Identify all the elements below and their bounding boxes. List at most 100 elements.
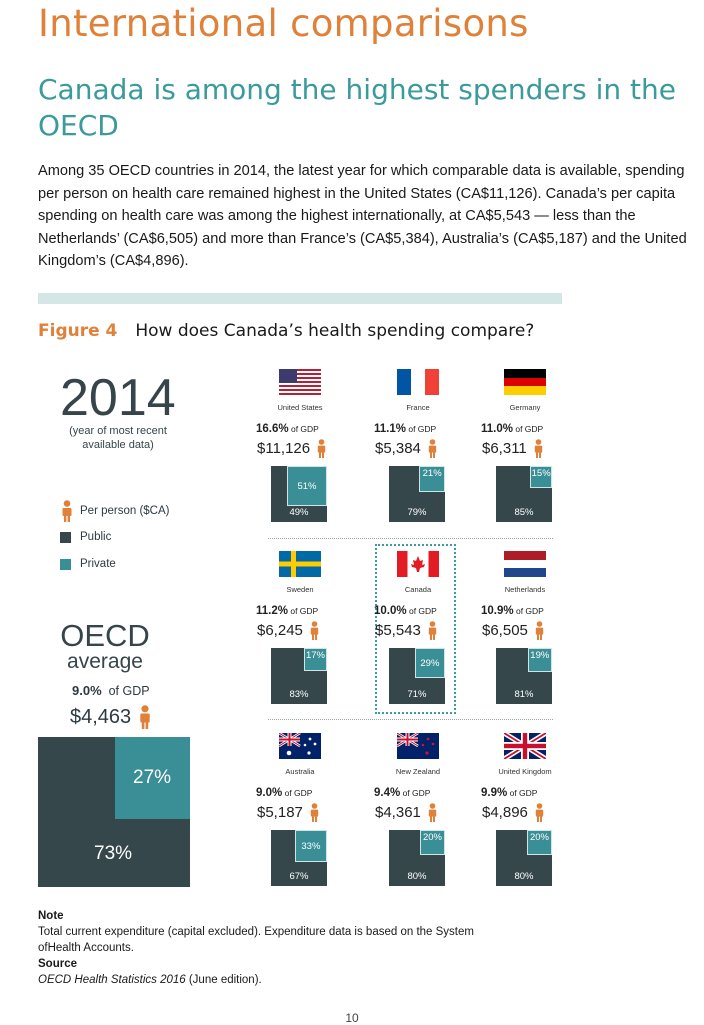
public-percent: 85% <box>514 507 534 518</box>
gdp-share: 9.4% of GDP <box>374 787 430 799</box>
private-square: 20% <box>527 830 552 855</box>
per-person-amount: $6,505 <box>482 621 545 640</box>
private-square: 51% <box>287 466 327 506</box>
person-icon <box>427 621 438 640</box>
oecd-gdp-value: 9.0% <box>72 683 102 698</box>
legend-public-label: Public <box>80 531 112 543</box>
legend-per-person: Per person ($CA) <box>60 500 169 522</box>
public-percent: 80% <box>407 871 427 882</box>
private-square: 29% <box>414 648 445 679</box>
public-square: 85% 15% <box>496 466 552 522</box>
section-title: International comparisons <box>38 2 529 45</box>
gdp-value: 10.9% <box>481 605 514 617</box>
gdp-share: 11.1% of GDP <box>374 423 436 435</box>
legend-per-person-label: Per person ($CA) <box>80 505 170 517</box>
gdp-suffix: of GDP <box>405 424 437 434</box>
canada-highlight <box>375 544 456 714</box>
country-new-zealand: New Zealand 9.4% of GDP $4,361 80% 20% <box>374 727 477 887</box>
per-person-amount: $5,543 <box>375 621 438 640</box>
country-canada: Canada 10.0% of GDP $5,543 71% 29% <box>374 545 477 705</box>
country-name: Sweden <box>286 585 314 594</box>
private-square: 17% <box>303 648 327 672</box>
public-square: 81% 19% <box>496 648 552 704</box>
public-square: 80% 20% <box>389 830 445 886</box>
note-text-2: ofHealth Accounts. <box>38 942 134 954</box>
flag-united-kingdom-icon <box>502 730 548 764</box>
amount-value: $6,505 <box>482 622 528 639</box>
person-icon <box>427 439 438 458</box>
private-square: 33% <box>294 830 327 863</box>
per-person-amount: $6,311 <box>482 439 544 458</box>
public-square: 83% 17% <box>271 648 327 704</box>
public-square: 67% 33% <box>271 830 327 886</box>
private-square: 19% <box>527 648 552 673</box>
country-name: Australia <box>285 767 315 776</box>
legend-public: Public <box>60 531 111 543</box>
private-percent: 20% <box>529 832 549 843</box>
intro-paragraph: Among 35 OECD countries in 2014, the lat… <box>38 163 687 269</box>
figure-caption: How does Canada’s health spending compar… <box>135 321 535 341</box>
source-rest: (June edition). <box>185 974 262 986</box>
gdp-share: 9.0% of GDP <box>256 787 312 799</box>
flag-germany-icon <box>504 369 546 400</box>
gdp-value: 11.1% <box>374 423 406 435</box>
public-swatch <box>60 531 71 543</box>
public-percent: 49% <box>289 507 309 518</box>
public-percent: 83% <box>289 689 309 700</box>
private-percent: 33% <box>301 841 321 853</box>
private-percent: 29% <box>420 658 440 670</box>
source-italic: OECD Health Statistics 2016 <box>38 974 186 986</box>
gdp-suffix: of GDP <box>406 606 437 616</box>
amount-value: $6,311 <box>482 440 527 457</box>
public-square: 49% 51% <box>271 466 327 522</box>
gdp-share: 10.0% of GDP <box>374 605 437 617</box>
oecd-gdp-suffix: of GDP <box>108 684 150 698</box>
row-divider <box>268 538 553 539</box>
public-square: 79% 21% <box>389 466 445 522</box>
per-person-amount: $6,245 <box>257 621 320 640</box>
country-name: United States <box>277 403 323 412</box>
amount-value: $11,126 <box>257 440 311 457</box>
page-number: 10 <box>345 1011 359 1025</box>
per-person-amount: $11,126 <box>257 439 327 458</box>
person-icon <box>534 621 545 640</box>
legend-private: Private <box>60 558 116 570</box>
gdp-share: 16.6% of GDP <box>256 423 319 435</box>
private-square: 20% <box>420 830 445 855</box>
legend-private-label: Private <box>80 558 116 570</box>
country-germany: Germany 11.0% of GDP $6,311 85% 15% <box>481 363 584 523</box>
source-heading: Source <box>38 958 77 970</box>
person-icon <box>316 439 327 458</box>
row-divider <box>268 719 553 720</box>
oecd-title: OECD <box>60 618 150 653</box>
gdp-value: 9.0% <box>256 787 283 799</box>
country-name: New Zealand <box>395 767 441 776</box>
person-icon <box>427 803 438 822</box>
private-percent: 51% <box>297 480 317 492</box>
gdp-value: 11.2% <box>256 605 288 617</box>
gdp-suffix: of GDP <box>513 606 544 616</box>
oecd-private-label: 27% <box>133 767 172 788</box>
year-label: 2014 <box>60 369 176 427</box>
year-note: (year of most recent available data) <box>69 425 167 451</box>
amount-value: $6,245 <box>257 622 303 639</box>
private-swatch <box>60 558 71 570</box>
flag-france-icon <box>397 369 439 400</box>
country-name: Germany <box>509 403 541 412</box>
person-icon <box>309 803 320 822</box>
gdp-share: 9.9% of GDP <box>481 787 537 799</box>
per-person-amount: $4,361 <box>375 803 438 822</box>
gdp-value: 11.0% <box>481 423 513 435</box>
gdp-value: 9.4% <box>374 787 401 799</box>
oecd-public-label: 73% <box>94 843 133 864</box>
country-sweden: Sweden 11.2% of GDP $6,245 83% 17% <box>256 545 359 705</box>
gdp-value: 9.9% <box>481 787 508 799</box>
source-text: OECD Health Statistics 2016 (June editio… <box>38 974 262 986</box>
gdp-value: 10.0% <box>374 605 407 617</box>
person-icon <box>534 803 545 822</box>
country-united-kingdom: United Kingdom 9.9% of GDP $4,896 80% 20% <box>481 727 584 887</box>
per-person-amount: $5,187 <box>257 803 320 822</box>
private-square: 21% <box>419 466 445 492</box>
flag-sweden-icon <box>279 551 321 582</box>
amount-value: $4,896 <box>482 804 528 821</box>
